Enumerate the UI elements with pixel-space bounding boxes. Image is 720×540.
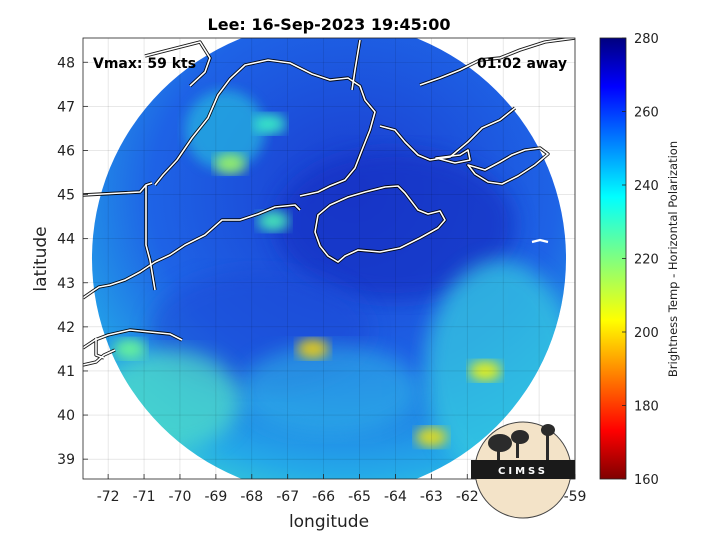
x-axis-label: longitude	[289, 512, 369, 532]
warm-land-north	[185, 90, 265, 170]
warm-ocean-southwest	[100, 350, 240, 450]
colorbar-tick-label: 260	[634, 106, 659, 121]
y-tick-label: 41	[57, 364, 75, 380]
x-tick-label: -71	[133, 489, 156, 505]
vmax-annotation: Vmax: 59 kts	[93, 56, 196, 72]
x-tick-label: -68	[240, 489, 263, 505]
plot-area	[83, 38, 575, 479]
warm-feature	[214, 153, 247, 174]
x-tick-label: -67	[276, 489, 299, 505]
colorbar-tick-label: 240	[634, 179, 659, 194]
y-tick-label: 43	[57, 276, 75, 292]
colorbar-tick-label: 220	[634, 253, 659, 268]
grid	[83, 38, 575, 479]
colorbar-tick-label: 200	[634, 326, 659, 341]
y-axis: 39 40 41 42 43 44 45 46 47 48	[57, 55, 88, 468]
warm-feature	[113, 338, 146, 359]
warm-feature	[415, 427, 448, 448]
warm-feature	[253, 113, 286, 134]
cimss-logo: CIMSS	[471, 421, 575, 519]
x-tick-label: -63	[420, 489, 443, 505]
y-tick-label: 45	[57, 188, 75, 204]
y-tick-label: 42	[57, 320, 75, 336]
cold-core	[275, 150, 515, 300]
colorbar-label: Brightness Temp - Horizontal Polarizatio…	[666, 141, 680, 377]
y-tick-label: 44	[57, 232, 75, 248]
plot-frame	[82, 37, 576, 480]
x-tick-label: -62	[456, 489, 479, 505]
distance-annotation: 01:02 away	[477, 56, 567, 72]
warm-feature	[257, 211, 290, 232]
x-tick-label: -69	[204, 489, 227, 505]
microwave-swath	[91, 38, 567, 479]
y-axis-label: latitude	[31, 226, 51, 291]
warm-ocean-south	[240, 345, 420, 435]
coastlines	[83, 38, 575, 367]
warm-feature	[296, 338, 329, 359]
colorbar-tick-label: 280	[634, 32, 659, 47]
x-tick-label: -59	[564, 489, 587, 505]
chart-title: Lee: 16-Sep-2023 19:45:00	[208, 15, 451, 34]
colorbar-tick-label: 160	[634, 473, 659, 488]
x-axis: -72-71-70-69-68-67-66-65-64-63-62-61-60-…	[97, 474, 587, 505]
y-tick-label: 39	[57, 452, 75, 468]
y-tick-label: 47	[57, 99, 75, 115]
y-tick-label: 46	[57, 143, 75, 159]
x-tick-label: -66	[312, 489, 335, 505]
y-tick-label: 48	[57, 55, 75, 71]
warm-features	[113, 113, 502, 448]
warm-feature	[469, 360, 502, 381]
colorbar: 160 180 200 220 240 260 280 Brightness Temp - …	[599, 32, 680, 488]
y-tick-label: 40	[57, 408, 75, 424]
logo-text: CIMSS	[498, 466, 548, 477]
x-tick-label: -72	[97, 489, 120, 505]
x-tick-label: -64	[384, 489, 407, 505]
x-tick-label: -65	[348, 489, 371, 505]
x-tick-label: -70	[169, 489, 192, 505]
colorbar-tick-label: 180	[634, 400, 659, 415]
